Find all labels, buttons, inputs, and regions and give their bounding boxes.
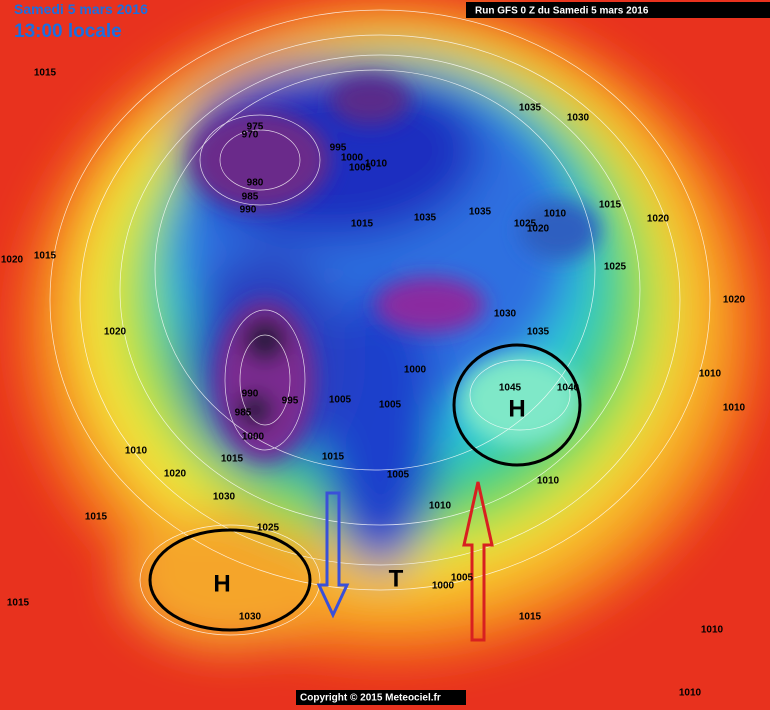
isobar-label: 995 [330, 143, 347, 154]
isobar-label: 1015 [351, 219, 374, 230]
isobar-label: 1040 [557, 383, 580, 394]
isobar-label: 1015 [85, 512, 108, 523]
isobar-label: 1025 [257, 523, 280, 534]
isobar-label: 1005 [349, 163, 372, 174]
arrow-down [316, 491, 350, 619]
isobars [49, 9, 711, 636]
isobar-label: 1025 [604, 262, 627, 273]
isobar-label: 1010 [699, 369, 722, 380]
isobar-label: 990 [242, 389, 259, 400]
isobar-label: 1010 [537, 476, 560, 487]
isobar-label: 985 [235, 408, 252, 419]
isobar-label: 1020 [1, 255, 24, 266]
isobar-label: 1020 [647, 214, 670, 225]
arrow-up [462, 481, 494, 642]
isobar-label: 1035 [519, 103, 542, 114]
isobar-label: 970 [242, 130, 259, 141]
isobar-label: 1005 [329, 395, 352, 406]
isobar-label: 1020 [104, 327, 127, 338]
trough-label: T [389, 565, 404, 592]
isobar-label: 1035 [414, 213, 437, 224]
isobar-label: 990 [240, 205, 257, 216]
isobar-labels: 1015975970995100010051010980985990101510… [1, 68, 746, 699]
isobar-label: 995 [282, 396, 299, 407]
isobar-label: 1015 [34, 251, 57, 262]
isobar-label: 1010 [679, 688, 702, 699]
isobar-label: 1000 [341, 153, 364, 164]
high-label: H [508, 395, 525, 422]
run-info: Run GFS 0 Z du Samedi 5 mars 2016 [475, 6, 649, 17]
isobar-label: 1005 [379, 400, 402, 411]
isobar-label: 980 [247, 178, 264, 189]
isobar-label: 1035 [469, 207, 492, 218]
isobar-label: 1005 [451, 573, 474, 584]
isobar-label: 975 [247, 122, 264, 133]
isobar-label: 1010 [429, 501, 452, 512]
isobar-label: 1020 [723, 295, 746, 306]
isobar-label: 1015 [599, 200, 622, 211]
isobar-label: 1030 [494, 309, 517, 320]
isobar-label: 1025 [514, 219, 537, 230]
isobar-label: 1010 [701, 625, 724, 636]
isobar-label: 1010 [365, 159, 388, 170]
isobar-label: 1000 [432, 581, 455, 592]
isobar-label: 1020 [527, 224, 550, 235]
isobar-label: 1000 [404, 365, 427, 376]
isobar-label: 1035 [527, 327, 550, 338]
isobar-label: 1010 [544, 209, 567, 220]
isobar-label: 1000 [242, 432, 265, 443]
isobar-label: 1010 [125, 446, 148, 457]
isobar-label: 1005 [387, 470, 410, 481]
isobar-label: 1020 [164, 469, 187, 480]
isobar-label: 1045 [499, 383, 522, 394]
date: Samedi 5 mars 2016 [14, 1, 148, 17]
isobar-label: 1015 [221, 454, 244, 465]
isobar-label: 1030 [567, 113, 590, 124]
isobar-label: 1015 [322, 452, 345, 463]
isobar-label: 1015 [7, 598, 30, 609]
highlight-ellipses [148, 343, 582, 632]
isobar-label: 1010 [723, 403, 746, 414]
isobar-label: 1030 [239, 612, 262, 623]
isobar-label: 1015 [34, 68, 57, 79]
isobar-label: 1030 [213, 492, 236, 503]
isobar-label: 1015 [519, 612, 542, 623]
copyright: Copyright © 2015 Meteociel.fr [300, 693, 441, 704]
isobar-label: 985 [242, 192, 259, 203]
time: 13:00 locale [14, 21, 122, 42]
high-label: H [213, 570, 230, 597]
